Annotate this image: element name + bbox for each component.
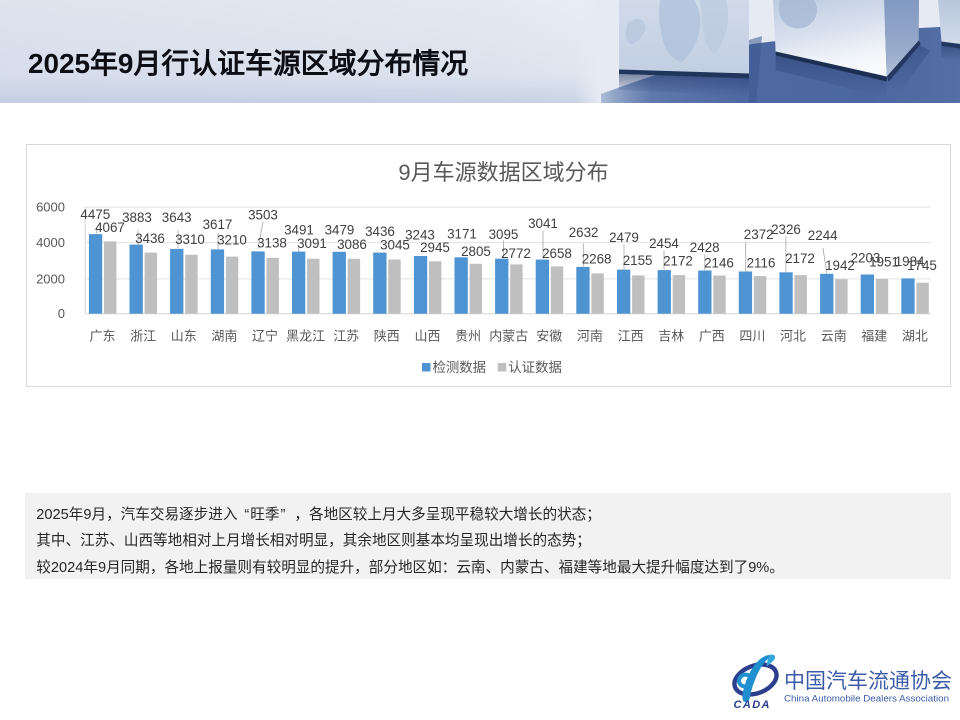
- svg-text:2116: 2116: [747, 256, 776, 271]
- svg-text:3503: 3503: [248, 207, 278, 222]
- svg-text:检测数据: 检测数据: [433, 360, 487, 375]
- svg-text:认证数据: 认证数据: [508, 360, 562, 375]
- svg-text:3095: 3095: [489, 227, 519, 242]
- svg-text:江苏: 江苏: [333, 328, 359, 343]
- svg-text:山西: 山西: [414, 328, 440, 343]
- svg-text:四川: 四川: [739, 328, 765, 343]
- svg-text:9月车源数据区域分布: 9月车源数据区域分布: [398, 160, 608, 185]
- svg-text:2146: 2146: [704, 256, 734, 271]
- svg-text:3479: 3479: [325, 222, 355, 237]
- svg-text:广东: 广东: [89, 328, 115, 343]
- svg-text:湖北: 湖北: [902, 328, 928, 343]
- svg-text:3643: 3643: [162, 210, 192, 225]
- svg-text:广西: 广西: [699, 328, 725, 343]
- svg-text:内蒙古: 内蒙古: [489, 328, 528, 343]
- svg-text:2454: 2454: [649, 236, 679, 251]
- svg-text:4067: 4067: [95, 220, 125, 235]
- svg-text:CADA: CADA: [734, 699, 771, 711]
- svg-text:3436: 3436: [135, 231, 165, 246]
- svg-text:贵州: 贵州: [455, 328, 481, 343]
- svg-text:3243: 3243: [405, 227, 435, 242]
- svg-text:2805: 2805: [461, 244, 491, 259]
- svg-text:中国汽车流通协会: 中国汽车流通协会: [784, 670, 952, 693]
- svg-text:2172: 2172: [785, 251, 815, 266]
- svg-text:安徽: 安徽: [536, 328, 562, 343]
- svg-text:3617: 3617: [203, 217, 233, 232]
- svg-text:陕西: 陕西: [374, 328, 400, 343]
- svg-text:China Automobile Dealers Assoc: China Automobile Dealers Association: [784, 694, 949, 705]
- svg-text:3045: 3045: [380, 237, 410, 252]
- svg-text:2479: 2479: [609, 230, 639, 245]
- svg-text:福建: 福建: [861, 328, 887, 343]
- svg-text:3210: 3210: [217, 232, 247, 247]
- svg-text:3041: 3041: [528, 216, 558, 231]
- svg-text:1984: 1984: [895, 254, 925, 269]
- svg-text:2945: 2945: [420, 240, 450, 255]
- svg-text:3171: 3171: [447, 226, 477, 241]
- svg-text:6000: 6000: [36, 200, 65, 215]
- svg-text:2428: 2428: [690, 240, 720, 255]
- svg-text:2155: 2155: [623, 253, 653, 268]
- svg-text:河北: 河北: [780, 328, 806, 343]
- svg-text:3883: 3883: [122, 210, 152, 225]
- svg-text:3091: 3091: [297, 236, 327, 251]
- svg-text:湖南: 湖南: [211, 328, 237, 343]
- svg-text:2372: 2372: [744, 227, 774, 242]
- svg-text:2658: 2658: [542, 246, 572, 261]
- svg-text:4000: 4000: [36, 235, 65, 250]
- svg-text:2172: 2172: [663, 254, 693, 269]
- svg-text:山东: 山东: [171, 328, 197, 343]
- svg-text:2244: 2244: [808, 228, 838, 243]
- svg-text:黑龙江: 黑龙江: [286, 328, 325, 343]
- svg-text:2000: 2000: [36, 271, 65, 286]
- svg-text:3491: 3491: [284, 222, 314, 237]
- svg-text:2203: 2203: [851, 250, 881, 265]
- svg-text:2268: 2268: [582, 251, 612, 266]
- svg-text:辽宁: 辽宁: [252, 328, 278, 343]
- svg-text:3436: 3436: [365, 224, 395, 239]
- svg-text:3138: 3138: [257, 235, 287, 250]
- svg-text:2326: 2326: [771, 222, 801, 237]
- svg-text:1745: 1745: [907, 258, 937, 273]
- svg-text:浙江: 浙江: [130, 328, 156, 343]
- svg-text:4475: 4475: [80, 207, 110, 222]
- svg-text:河南: 河南: [577, 328, 603, 343]
- svg-text:2772: 2772: [501, 246, 531, 261]
- svg-text:云南: 云南: [821, 328, 847, 343]
- svg-text:0: 0: [58, 306, 65, 321]
- svg-text:1951: 1951: [869, 254, 899, 269]
- svg-text:3086: 3086: [337, 237, 367, 252]
- svg-text:3310: 3310: [175, 232, 205, 247]
- svg-text:1942: 1942: [825, 258, 855, 273]
- svg-text:吉林: 吉林: [658, 328, 684, 343]
- svg-text:江西: 江西: [618, 328, 644, 343]
- svg-text:2632: 2632: [569, 225, 599, 240]
